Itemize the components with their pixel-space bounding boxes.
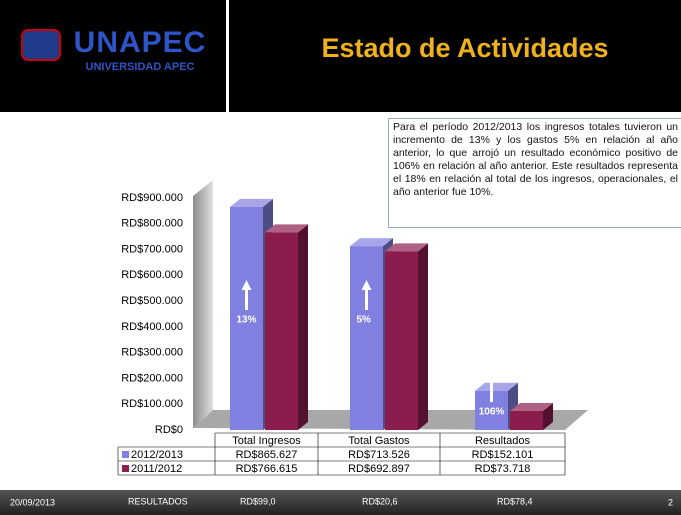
bar-face	[265, 224, 308, 233]
footer-band	[0, 490, 681, 515]
y-tick-label: RD$800.000	[121, 218, 183, 230]
logo-subtitle: UNIVERSIDAD APEC	[86, 61, 195, 73]
header-band	[0, 0, 681, 112]
arrow-head	[241, 280, 252, 290]
bar-face	[385, 243, 428, 252]
bar-face	[475, 390, 508, 430]
legend-label: 2011/2012	[131, 463, 182, 475]
arrow-head	[486, 372, 497, 382]
back-wall	[193, 180, 213, 428]
bar	[510, 402, 553, 430]
bar-face	[298, 224, 308, 430]
bar-face	[350, 238, 393, 247]
table-value: RD$692.897	[348, 463, 410, 475]
annotation: 13%	[237, 315, 257, 326]
bar-face	[418, 243, 428, 430]
footer-item: RD$20,6	[362, 496, 398, 506]
table-header: Total Gastos	[348, 435, 410, 447]
table-value: RD$865.627	[236, 449, 298, 461]
slide-title: Estado de Actividades	[321, 33, 608, 63]
bar-face	[385, 251, 418, 430]
table-value: RD$73.718	[475, 463, 531, 475]
annotation: 5%	[357, 315, 372, 326]
y-tick-label: RD$900.000	[121, 192, 183, 204]
table-value: RD$766.615	[236, 463, 298, 475]
y-tick-label: RD$600.000	[121, 269, 183, 281]
bar-face	[475, 382, 518, 391]
table-value: RD$152.101	[472, 449, 534, 461]
footer-label: RESULTADOS	[128, 496, 188, 506]
bar	[385, 243, 428, 430]
arrow-head	[361, 280, 372, 290]
bar-face	[543, 402, 553, 430]
y-tick-label: RD$0	[155, 424, 183, 436]
footer-item: RD$78,4	[497, 496, 533, 506]
footer-date: 20/09/2013	[10, 497, 55, 507]
note-box: Para el período 2012/2013 los ingresos t…	[388, 118, 681, 228]
bar-face	[510, 410, 543, 430]
annotation: 106%	[479, 407, 505, 418]
y-tick-label: RD$200.000	[121, 372, 183, 384]
y-tick-label: RD$700.000	[121, 243, 183, 255]
table-header: Resultados	[475, 435, 531, 447]
bar-face	[265, 232, 298, 430]
table-value: RD$713.526	[348, 449, 410, 461]
logo: UNAPEC	[74, 26, 207, 59]
bar-face	[230, 198, 273, 207]
y-tick-label: RD$100.000	[121, 398, 183, 410]
footer-item: RD$99,0	[240, 496, 276, 506]
y-tick-label: RD$500.000	[121, 295, 183, 307]
logo-icon	[21, 29, 61, 61]
footer-page: 2	[668, 497, 673, 507]
y-tick-label: RD$300.000	[121, 347, 183, 359]
bar-face	[510, 402, 553, 411]
header-divider	[226, 0, 229, 112]
table-header: Total Ingresos	[232, 435, 301, 447]
bar-face	[230, 206, 263, 430]
legend-label: 2012/2013	[131, 449, 183, 461]
legend-swatch	[122, 451, 129, 458]
bar	[265, 224, 308, 430]
bar-face	[350, 246, 383, 430]
y-tick-label: RD$400.000	[121, 321, 183, 333]
legend-swatch	[122, 465, 129, 472]
